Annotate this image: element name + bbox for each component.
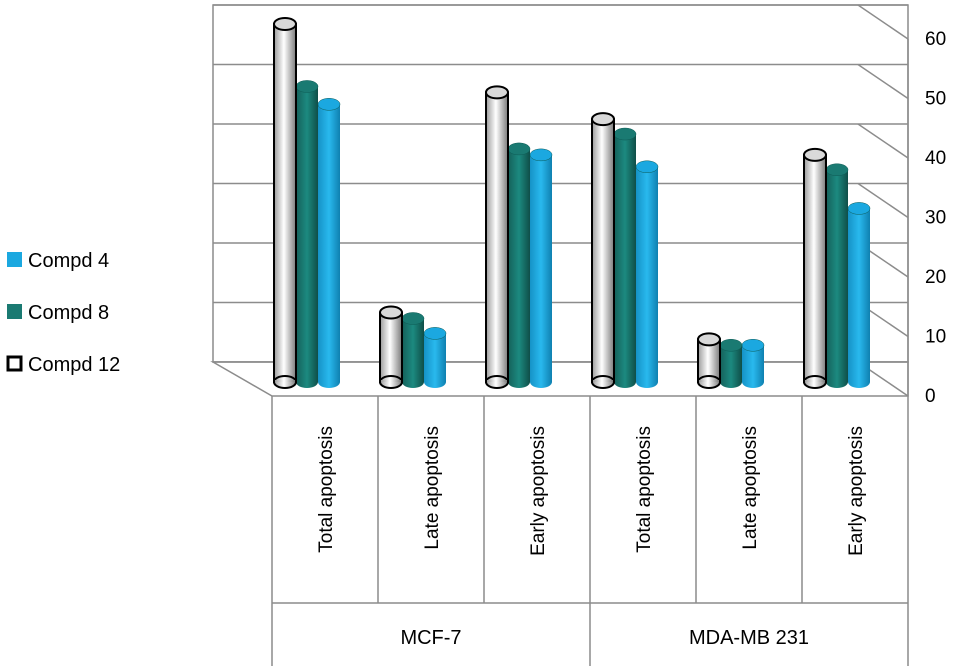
- x-tick-label: Total apoptosis: [634, 426, 655, 553]
- y-tick-label: 10: [925, 327, 946, 348]
- gridline-depth: [857, 4, 909, 40]
- gridline-depth: [857, 63, 909, 100]
- legend-label: Compd 4: [28, 250, 109, 272]
- x-tick-label: Late apoptosis: [422, 426, 443, 550]
- legend-label: Compd 8: [28, 302, 109, 324]
- legend-swatch: [7, 304, 22, 319]
- legend-entry: Compd 12: [6, 354, 120, 376]
- y-tick-label: 40: [925, 148, 946, 169]
- bar: [741, 339, 765, 388]
- bar: [847, 202, 871, 388]
- y-tick-label: 60: [925, 29, 946, 50]
- x-tick-label: Early apoptosis: [846, 426, 867, 556]
- bar: [825, 163, 849, 388]
- bar: [803, 147, 827, 389]
- bar: [529, 148, 553, 388]
- y-tick-label: 0: [925, 386, 936, 407]
- bar: [507, 142, 531, 388]
- y-tick-label: 50: [925, 89, 946, 110]
- gridline-depth: [857, 123, 909, 159]
- y-tick-label: 30: [925, 208, 946, 229]
- bar: [273, 16, 297, 389]
- bar: [591, 112, 615, 389]
- legend-entry: Compd 8: [7, 302, 109, 324]
- group-label: MDA-MB 231: [689, 627, 809, 649]
- bar: [485, 85, 509, 389]
- legend-label: Compd 12: [28, 354, 120, 376]
- bar: [295, 80, 319, 388]
- bar: [719, 339, 743, 388]
- x-tick-label: Late apoptosis: [740, 426, 761, 550]
- legend: Compd 4 Compd 8 Compd 12: [6, 250, 120, 376]
- legend-entry: Compd 4: [7, 250, 109, 272]
- group-label: MCF-7: [400, 627, 461, 649]
- y-tick-label: 20: [925, 267, 946, 288]
- bar: [379, 305, 403, 389]
- x-axis: Total apoptosis Late apoptosis Early apopt…: [271, 396, 909, 666]
- bars: [273, 16, 871, 389]
- bar: [401, 312, 425, 388]
- bar: [317, 98, 341, 388]
- bar: [613, 127, 637, 388]
- legend-swatch: [7, 252, 22, 267]
- x-tick-label: Early apoptosis: [528, 426, 549, 556]
- gridline-depth: [857, 182, 909, 219]
- legend-swatch: [6, 355, 23, 372]
- bar: [697, 332, 721, 389]
- bar: [635, 160, 659, 388]
- x-tick-label: Total apoptosis: [316, 426, 337, 553]
- y-axis: 0 10 20 30 40 50 60: [925, 29, 946, 407]
- bar: [423, 327, 447, 388]
